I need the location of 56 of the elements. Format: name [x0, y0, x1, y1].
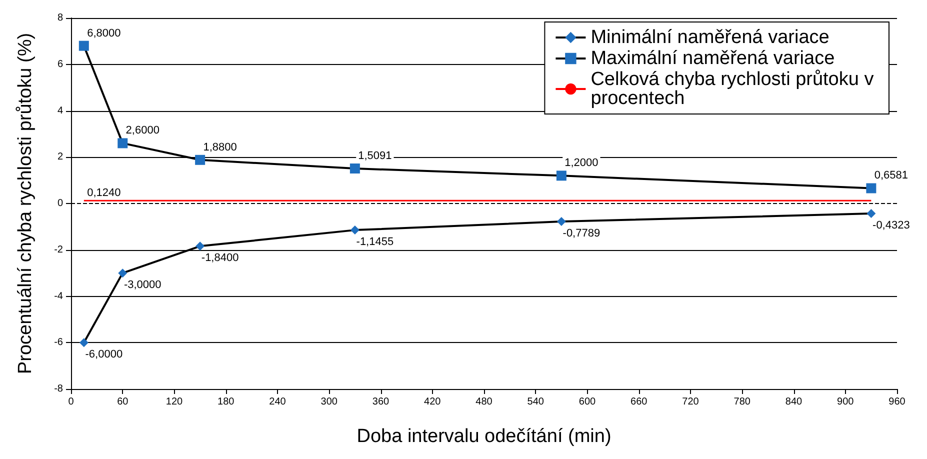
x-tick-label: 960 — [888, 396, 906, 408]
x-tick-label: 120 — [166, 396, 184, 408]
y-tick-label: 8 — [57, 12, 64, 24]
data-label: 0,6581 — [874, 170, 908, 182]
legend-label: Celková chyba rychlosti průtoku v procentech — [590, 69, 880, 109]
point — [556, 170, 566, 181]
y-tick-label: 4 — [57, 105, 64, 116]
x-tick-label: 780 — [734, 396, 751, 408]
data-label: 2,6000 — [126, 124, 160, 137]
data-label: 1,8800 — [203, 141, 237, 154]
x-tick-label: 480 — [476, 396, 493, 408]
x-tick-label: 900 — [837, 396, 854, 408]
data-label: -1,8400 — [201, 252, 239, 264]
data-label: 0,1240 — [87, 187, 121, 200]
y-tick-label: -6 — [54, 337, 64, 348]
y-tick-label: -8 — [54, 384, 64, 394]
y-tick-label: 2 — [57, 152, 64, 163]
data-label: 1,5091 — [358, 150, 392, 162]
y-axis-title: Procentuální chyba rychlosti průtoku (%) — [15, 32, 36, 374]
x-tick-label: 600 — [578, 396, 596, 408]
x-tick-label: 60 — [117, 396, 129, 408]
point — [866, 183, 876, 194]
legend-label: Minimální naměřená variace — [590, 27, 830, 48]
data-label: -0,7789 — [562, 228, 600, 240]
point — [79, 338, 88, 348]
x-tick-label: 660 — [630, 396, 648, 408]
data-label: -6,0000 — [85, 348, 123, 361]
data-label: -1,1455 — [356, 236, 394, 248]
x-tick-label: 240 — [269, 396, 286, 408]
data-label: -3,0000 — [124, 279, 162, 292]
y-tick-label: -2 — [54, 244, 64, 256]
point — [350, 226, 360, 235]
x-tick-label: 300 — [320, 396, 338, 408]
point — [196, 242, 205, 251]
point — [118, 138, 128, 148]
point — [78, 40, 89, 51]
x-tick-label: 180 — [218, 396, 235, 408]
point — [866, 209, 876, 218]
x-tick-label: 720 — [682, 396, 700, 408]
legend-label: Maximální naměřená variace — [590, 48, 835, 69]
point — [350, 164, 360, 174]
y-tick-label: -4 — [54, 290, 64, 302]
y-tick-label: 0 — [57, 198, 64, 209]
data-label: 6,8000 — [87, 27, 121, 40]
point — [118, 268, 128, 278]
data-label: 1,2000 — [564, 157, 598, 170]
x-tick-label: 840 — [785, 396, 803, 408]
x-axis-title: Doba intervalu odečítání (min) — [356, 426, 612, 447]
x-tick-label: 0 — [68, 396, 74, 408]
x-tick-label: 360 — [372, 396, 390, 408]
point — [195, 154, 206, 165]
x-tick-label: 420 — [424, 396, 442, 408]
y-tick-label: 6 — [57, 58, 64, 70]
x-tick-label: 540 — [527, 396, 544, 408]
data-label: -0,4323 — [872, 220, 910, 232]
point — [556, 217, 566, 226]
